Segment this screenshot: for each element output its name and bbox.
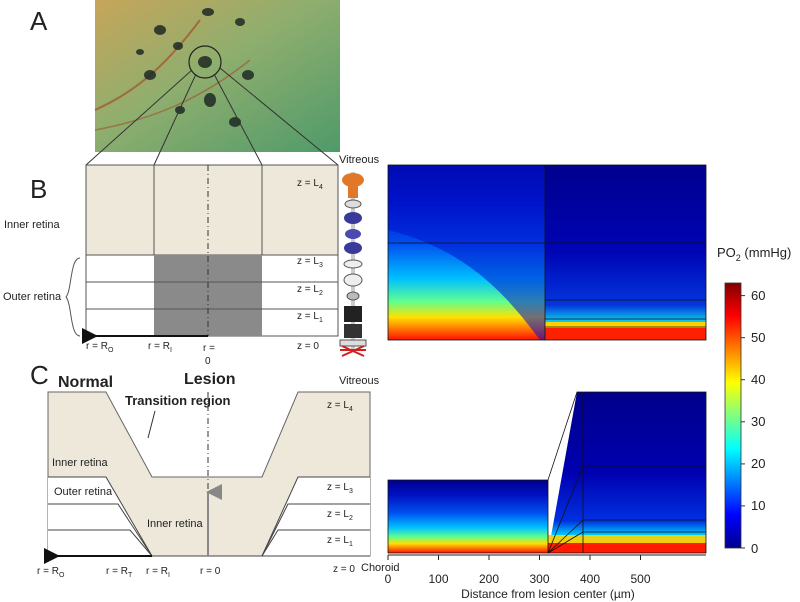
colorbar-title: PO2 (mmHg): [717, 245, 791, 263]
b-z-label-l3: z = L3: [297, 256, 323, 269]
b-vitreous-label: Vitreous: [339, 154, 380, 166]
c-vitreous-label: Vitreous: [339, 375, 380, 387]
c-z-label-l2: z = L2: [327, 509, 353, 522]
x-tick-100: 100: [428, 572, 448, 586]
b-r-label-zero-bottom: 0: [205, 356, 211, 367]
x-tick-400: 400: [580, 572, 600, 586]
x-tick-200: 200: [479, 572, 499, 586]
x-tick-0: 0: [385, 572, 392, 586]
colorbar-tick-0: 0: [751, 541, 758, 556]
b-inner-retina-label: Inner retina: [4, 219, 61, 231]
c-outer-retina-left: Outer retina: [54, 486, 113, 498]
zoom-lines: [85, 67, 339, 166]
x-tick-500: 500: [630, 572, 650, 586]
c-choroid-label: Choroid: [361, 562, 400, 574]
colorbar: [724, 282, 742, 549]
x-axis-label: Distance from lesion center (µm): [461, 587, 635, 601]
b-r-label-ro: r = RO: [86, 341, 114, 354]
panel-b-heatmap: [387, 164, 707, 341]
panel-label-c: C: [30, 360, 49, 390]
panel-c-schematic: [44, 391, 371, 564]
colorbar-tick-20: 20: [751, 456, 765, 471]
c-lesion-label: Lesion: [184, 371, 236, 388]
x-axis: [387, 554, 706, 560]
c-r-label-rt: r = RT: [106, 566, 133, 579]
c-r-label-zero: r = 0: [200, 566, 221, 577]
panel-label-a: A: [30, 6, 48, 36]
colorbar-tick-50: 50: [751, 330, 765, 345]
c-z-label-l4: z = L4: [327, 400, 353, 413]
x-tick-300: 300: [529, 572, 549, 586]
c-transition-label: Transition region: [125, 393, 231, 408]
b-z-label-l1: z = L1: [297, 311, 323, 324]
c-r-label-ro: r = RO: [37, 566, 65, 579]
lesion-circle: [188, 45, 222, 79]
c-transition-pointer: [147, 410, 156, 439]
c-z-label-l3: z = L3: [327, 482, 353, 495]
fundus-photo: [94, 0, 340, 152]
c-z-label-0: z = 0: [333, 564, 355, 575]
colorbar-tick-10: 10: [751, 498, 765, 513]
b-z-label-l2: z = L2: [297, 284, 323, 297]
c-inner-retina-left: Inner retina: [52, 457, 109, 469]
panel-label-b: B: [30, 174, 47, 204]
panel-b-schematic: [65, 164, 339, 344]
b-z-label-0: z = 0: [297, 341, 319, 352]
colorbar-tick-60: 60: [751, 288, 765, 303]
b-r-label-zero-top: r =: [203, 343, 215, 354]
b-z-label-l4: z = L4: [297, 178, 323, 191]
colorbar-tick-40: 40: [751, 372, 765, 387]
b-outer-retina-label: Outer retina: [3, 291, 62, 303]
panel-c-heatmap: [387, 391, 707, 554]
colorbar-ticks: [741, 295, 745, 549]
b-r-label-ri: r = RI: [148, 341, 172, 354]
photoreceptor-cell-illustration: [339, 172, 367, 357]
c-normal-label: Normal: [58, 374, 113, 391]
c-r-label-ri: r = RI: [146, 566, 170, 579]
colorbar-tick-30: 30: [751, 414, 765, 429]
c-inner-retina-center: Inner retina: [147, 518, 204, 530]
c-z-label-l1: z = L1: [327, 535, 353, 548]
